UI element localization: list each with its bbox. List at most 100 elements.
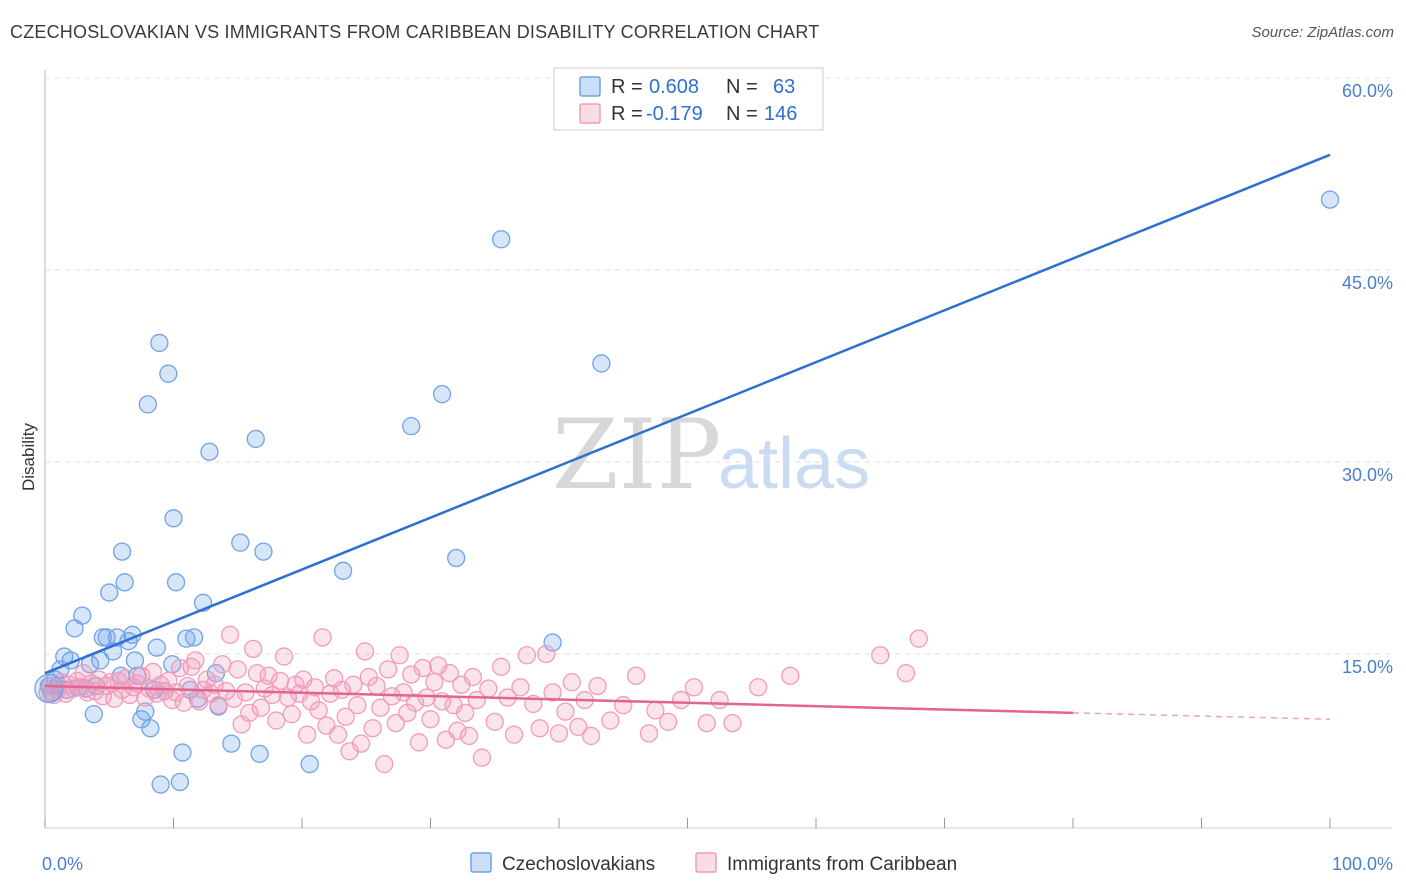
legend-n-value-1: 63 [773,76,795,98]
point-0-63 [592,354,611,373]
legend-swatch-czechoslovakians [470,852,492,873]
point-1-139 [684,678,704,697]
legend-n-label-2: N = [726,103,758,125]
x-axis-tick-labels: 0.0% 100.0% [42,854,1393,874]
point-1-115 [485,712,504,731]
point-1-110 [459,726,479,746]
point-1-99 [417,688,436,707]
point-1-36 [174,693,193,712]
point-0-23 [115,573,134,592]
point-1-58 [259,666,278,685]
legend-r-label-2: R = [611,103,643,125]
point-1-137 [659,712,678,731]
point-1-37 [178,676,197,696]
point-1-146 [896,664,916,683]
point-1-70 [305,678,325,697]
point-1-48 [220,625,240,644]
point-1-140 [697,713,716,733]
legend-swatch-caribbean [695,852,717,873]
legend-swatch-blue [579,76,601,97]
legend-label-caribbean: Immigrants from Caribbean [727,854,957,875]
point-1-118 [504,725,524,744]
point-1-46 [213,655,232,674]
point-1-81 [348,696,367,715]
point-1-95 [402,665,421,684]
point-1-144 [781,666,800,685]
point-1-68 [297,725,317,744]
point-0-55 [254,542,273,561]
trend-line-1 [44,684,1074,715]
stats-legend-box [553,67,824,131]
point-1-114 [479,679,498,698]
point-0-37 [159,364,178,383]
point-0-41 [170,772,190,792]
legend-label-czechoslovakians: Czechoslovakians [502,854,655,875]
point-0-26 [125,651,145,670]
x-axis-ticks [44,818,1331,828]
y-tick-label-1: 30.0% [1342,465,1393,485]
point-1-45 [209,696,228,715]
point-0-33 [147,638,166,657]
point-1-147 [909,629,928,648]
point-0-54 [250,744,269,763]
point-0-45 [184,628,204,647]
point-1-55 [247,664,267,683]
point-0-64 [1320,190,1340,209]
point-1-143 [749,678,768,697]
point-1-128 [569,717,588,737]
legend-r-value-2: -0.179 [646,103,703,125]
y-tick-label-0: 15.0% [1342,657,1393,677]
point-0-53 [246,429,265,449]
trend-line-dashed-1 [1072,712,1331,721]
point-1-39 [186,651,205,670]
point-1-123 [537,644,556,664]
point-0-13 [84,705,103,724]
y-axis-tick-labels: 15.0% 30.0% 45.0% 60.0% [1342,81,1393,677]
series-legend: Czechoslovakians Immigrants from Caribbe… [470,852,957,875]
point-1-113 [472,748,492,767]
point-1-105 [440,664,459,683]
point-1-80 [344,675,363,694]
point-0-31 [141,719,160,738]
point-1-132 [601,711,620,730]
point-1-130 [581,726,601,746]
point-0-40 [166,573,186,592]
point-0-34 [150,333,169,353]
chart-title: CZECHOSLOVAKIAN VS IMMIGRANTS FROM CARIB… [10,22,820,42]
point-1-135 [639,724,659,743]
point-1-107 [448,721,467,740]
point-0-42 [173,743,192,762]
point-0-10 [73,606,92,625]
point-1-76 [328,725,348,744]
point-0-62 [543,633,562,652]
point-1-87 [371,698,390,717]
point-0-52 [231,533,250,552]
point-1-89 [378,660,398,679]
point-0-51 [222,734,241,753]
point-1-109 [456,703,475,723]
point-1-142 [723,713,742,733]
point-0-43 [177,629,196,648]
legend-n-value-2: 146 [764,103,797,125]
point-1-53 [240,703,259,723]
point-1-62 [274,647,294,666]
point-1-83 [355,642,375,661]
point-1-60 [267,711,286,730]
point-0-57 [333,561,353,580]
point-1-101 [425,673,444,692]
point-0-22 [112,542,132,561]
point-1-127 [562,673,581,692]
x-tick-label-1: 100.0% [1332,854,1393,874]
point-1-88 [375,754,394,774]
point-1-71 [309,701,328,720]
point-1-126 [556,702,575,721]
point-0-35 [151,775,170,794]
point-1-54 [244,639,263,659]
point-1-97 [409,733,429,752]
point-1-125 [549,724,569,743]
point-0-60 [447,548,466,568]
point-0-30 [138,395,157,414]
legend-swatch-pink [579,103,601,124]
point-1-124 [543,683,562,702]
